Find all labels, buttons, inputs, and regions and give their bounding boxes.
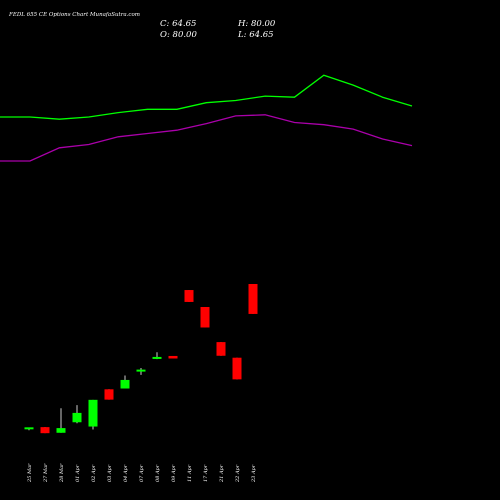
candle bbox=[152, 352, 162, 360]
candle bbox=[232, 357, 242, 380]
candle-body bbox=[136, 369, 146, 372]
candle-body bbox=[88, 399, 98, 427]
candle bbox=[120, 375, 130, 389]
x-tick-label: 25 Mar bbox=[27, 463, 33, 483]
x-tick-label: 21 Apr bbox=[219, 464, 225, 483]
candle-body bbox=[216, 342, 226, 356]
candle bbox=[88, 399, 98, 430]
x-tick-label: 22 Apr bbox=[235, 464, 241, 483]
candle bbox=[40, 427, 50, 434]
candle-body bbox=[184, 290, 194, 302]
x-tick-label: 03 Apr bbox=[107, 464, 113, 482]
close-label: C: 64.65 bbox=[160, 19, 196, 29]
x-tick-label: 28 Mar bbox=[59, 463, 65, 483]
upper-band-line bbox=[0, 74, 413, 120]
candle bbox=[24, 427, 34, 431]
x-tick-label: 23 Apr bbox=[251, 464, 257, 483]
candle bbox=[136, 368, 146, 375]
candle bbox=[56, 408, 66, 433]
x-tick-label: 04 Apr bbox=[123, 464, 129, 482]
band-lines bbox=[0, 74, 413, 162]
candle bbox=[72, 405, 82, 424]
candle-body bbox=[24, 427, 34, 430]
candle-body bbox=[152, 356, 162, 359]
candle-body bbox=[72, 412, 82, 423]
candle bbox=[248, 284, 258, 314]
candle bbox=[216, 342, 226, 356]
x-tick-label: 01 Apr bbox=[75, 464, 81, 482]
x-tick-label: 11 Apr bbox=[187, 464, 193, 482]
candle bbox=[200, 307, 210, 328]
candle bbox=[168, 355, 178, 359]
x-tick-label: 27 Mar bbox=[43, 463, 49, 483]
chart-title: FEDL 655 CE Options Chart MunafaSutra.co… bbox=[8, 12, 140, 18]
candle-body bbox=[200, 307, 210, 328]
x-tick-label: 02 Apr bbox=[91, 464, 97, 482]
x-tick-label: 07 Apr bbox=[139, 464, 145, 482]
candle bbox=[184, 290, 194, 302]
candle-body bbox=[248, 284, 258, 314]
x-tick-label: 09 Apr bbox=[171, 464, 177, 482]
candle-body bbox=[232, 357, 242, 380]
candle-body bbox=[104, 389, 114, 400]
candle bbox=[104, 389, 114, 400]
low-label: L: 64.65 bbox=[237, 30, 274, 40]
x-tick-label: 08 Apr bbox=[155, 464, 161, 482]
candle-body bbox=[168, 355, 178, 359]
lower-band-line bbox=[0, 114, 413, 162]
candle-body bbox=[56, 428, 66, 433]
high-label: H: 80.00 bbox=[237, 19, 276, 29]
candles bbox=[24, 284, 258, 434]
candle-body bbox=[120, 379, 130, 389]
x-axis-tick-labels: 25 Mar 27 Mar 28 Mar 01 Apr 02 Apr 03 Apr 04 A… bbox=[27, 463, 257, 483]
candle-body bbox=[40, 427, 50, 434]
x-tick-label: 17 Apr bbox=[203, 464, 209, 482]
open-label: O: 80.00 bbox=[160, 30, 197, 40]
